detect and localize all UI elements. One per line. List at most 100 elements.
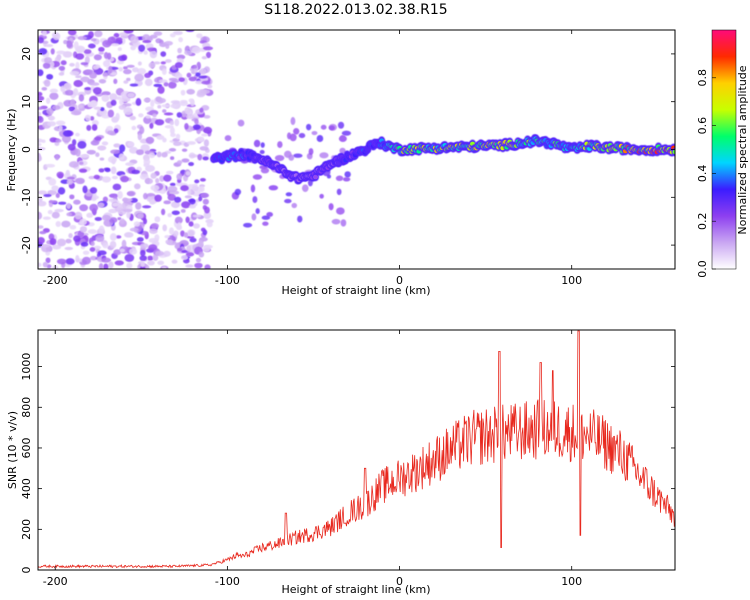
heatmap-noise-blob xyxy=(160,51,167,57)
heatmap-noise-blob xyxy=(119,98,124,106)
heatmap-noise-blob xyxy=(152,254,159,262)
heatmap-noise-blob xyxy=(122,197,129,203)
heatmap-ridge-core xyxy=(313,174,319,180)
heatmap-noise-blob xyxy=(136,68,147,75)
heatmap-noise-blob xyxy=(131,67,139,73)
heatmap-side-lobe xyxy=(259,149,265,155)
heatmap-noise-blob xyxy=(93,174,100,180)
heatmap-noise-blob xyxy=(129,83,139,87)
heatmap-noise-blob xyxy=(138,113,144,118)
heatmap-noise-blob xyxy=(54,208,64,213)
heatmap-noise-blob xyxy=(130,45,136,51)
heatmap-noise-blob xyxy=(38,138,43,143)
heatmap-noise-blob xyxy=(74,211,83,220)
heatmap-noise-blob xyxy=(118,32,129,37)
heatmap-side-lobe xyxy=(319,193,324,199)
heatmap-noise-blob xyxy=(42,261,48,268)
heatmap-noise-blob xyxy=(63,83,70,89)
heatmap-noise-blob xyxy=(38,153,41,162)
heatmap-noise-blob xyxy=(44,57,53,64)
heatmap-noise-blob xyxy=(143,158,151,166)
heatmap-noise-blob xyxy=(199,68,207,75)
heatmap-noise-blob xyxy=(101,176,112,183)
heatmap-noise-blob xyxy=(73,88,79,96)
heatmap-noise-blob xyxy=(161,104,171,108)
heatmap-noise-blob xyxy=(41,86,48,91)
heatmap-side-lobe xyxy=(234,188,242,196)
heatmap-side-lobe xyxy=(260,167,270,174)
heatmap-noise-blob xyxy=(108,65,113,74)
heatmap-noise-blob xyxy=(38,91,43,97)
heatmap-noise-blob xyxy=(148,152,156,159)
heatmap-noise-blob xyxy=(157,97,166,104)
heatmap-noise-blob xyxy=(186,72,192,78)
heatmap-noise-blob xyxy=(56,171,64,178)
heatmap-noise-blob xyxy=(163,250,171,257)
heatmap-noise-blob xyxy=(142,218,148,225)
heatmap-y-tick-label: 20 xyxy=(20,47,33,61)
heatmap-noise-blob xyxy=(126,77,131,82)
heatmap-noise-blob xyxy=(165,43,170,49)
heatmap-side-lobe xyxy=(252,174,263,180)
heatmap-noise-blob xyxy=(174,62,183,69)
heatmap-noise-blob xyxy=(183,232,189,238)
heatmap-noise-blob xyxy=(84,56,90,65)
heatmap-noise-blob xyxy=(86,149,96,155)
heatmap-noise-blob xyxy=(123,80,129,84)
heatmap-noise-blob xyxy=(58,201,67,205)
heatmap-noise-blob xyxy=(110,72,118,76)
heatmap-side-lobe xyxy=(289,133,297,142)
heatmap-noise-blob xyxy=(121,239,127,248)
heatmap-noise-blob xyxy=(89,116,95,121)
heatmap-noise-blob xyxy=(79,161,84,165)
heatmap-noise-blob xyxy=(91,197,97,202)
heatmap-noise-blob xyxy=(97,145,107,151)
heatmap-noise-blob xyxy=(131,169,140,174)
colorbar-gradient xyxy=(711,29,737,270)
heatmap-side-lobe xyxy=(335,175,344,181)
heatmap-noise-blob xyxy=(139,266,146,269)
heatmap-noise-blob xyxy=(169,33,176,38)
heatmap-noise-blob xyxy=(178,37,184,43)
heatmap-noise-blob xyxy=(169,227,174,235)
heatmap-y-label: Frequency (Hz) xyxy=(5,109,18,192)
heatmap-side-lobe xyxy=(262,221,269,226)
heatmap-noise-blob xyxy=(38,37,44,44)
heatmap-noise-blob xyxy=(126,191,135,197)
heatmap-noise-blob xyxy=(77,91,87,97)
heatmap-noise-blob xyxy=(204,264,211,269)
heatmap-noise-blob xyxy=(88,43,96,49)
heatmap-side-lobe xyxy=(297,215,303,223)
heatmap-noise-blob xyxy=(107,109,115,118)
heatmap-noise-blob xyxy=(90,100,98,107)
heatmap-side-lobe xyxy=(340,134,345,141)
heatmap-noise-blob xyxy=(66,40,73,48)
heatmap-noise-blob xyxy=(140,261,145,268)
heatmap-noise-blob xyxy=(56,238,67,247)
heatmap-noise-blob xyxy=(67,143,76,151)
heatmap-noise-blob xyxy=(168,81,177,89)
heatmap-side-lobe xyxy=(243,222,253,228)
heatmap-noise-blob xyxy=(61,220,71,228)
heatmap-noise-blob xyxy=(164,125,174,129)
heatmap-noise-blob xyxy=(192,223,200,229)
heatmap-noise-blob xyxy=(154,234,160,242)
heatmap-noise-blob xyxy=(201,133,208,137)
heatmap-y-tick-label: 10 xyxy=(20,95,33,109)
heatmap-noise-blob xyxy=(104,168,111,173)
heatmap-noise-blob xyxy=(166,170,174,175)
snr-x-tick-label: 100 xyxy=(561,575,582,588)
heatmap-noise-blob xyxy=(110,99,117,106)
heatmap-noise-blob xyxy=(170,156,175,161)
heatmap-noise-blob xyxy=(86,212,94,218)
heatmap-noise-blob xyxy=(77,35,88,41)
heatmap-noise-blob xyxy=(93,245,102,250)
heatmap-noise-blob xyxy=(52,32,61,41)
heatmap-noise-blob xyxy=(56,50,66,55)
snr-x-tick-label: 0 xyxy=(396,575,403,588)
heatmap-noise-blob xyxy=(69,62,75,67)
heatmap-noise-blob xyxy=(163,200,171,205)
